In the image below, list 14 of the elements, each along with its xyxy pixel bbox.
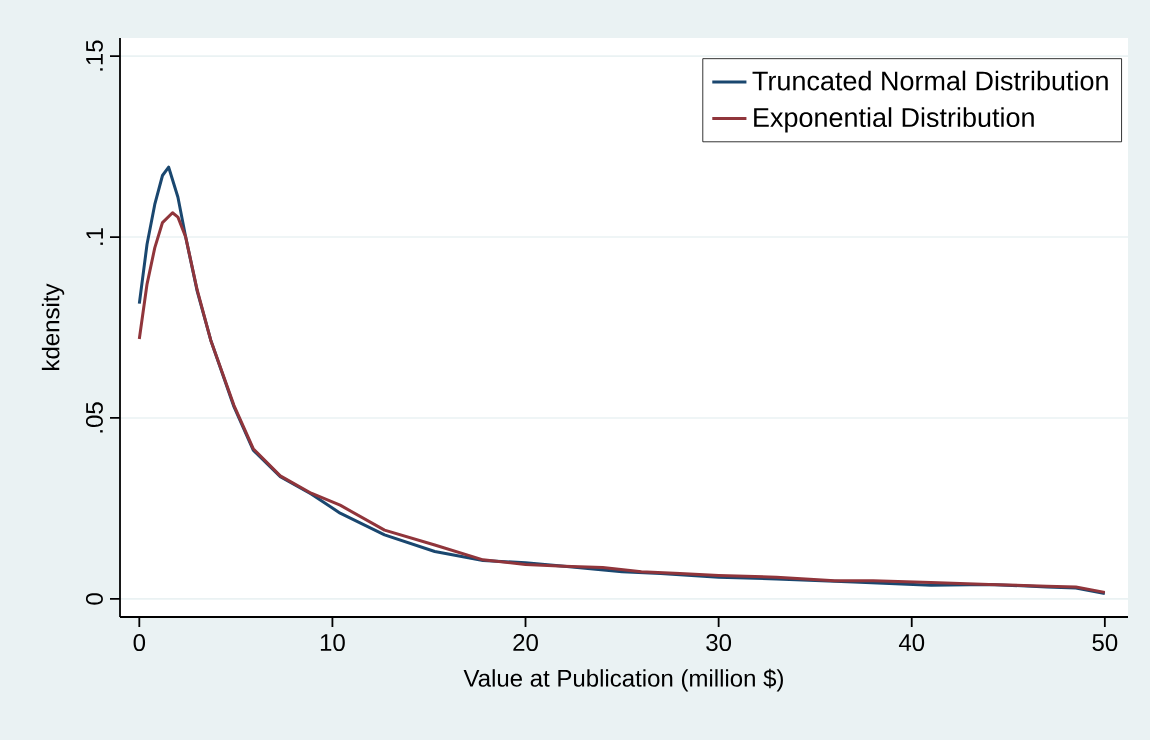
y-axis-title: kdensity <box>41 283 65 370</box>
legend-label: Truncated Normal Distribution <box>752 70 1108 91</box>
x-tick-label: 40 <box>898 634 925 652</box>
x-tick-label: 20 <box>513 634 538 652</box>
x-tick-label: 50 <box>1092 634 1118 652</box>
x-tick-label: 0 <box>133 634 146 652</box>
legend-label: Exponential Distribution <box>754 107 1034 133</box>
y-tick-label: .05 <box>85 402 103 433</box>
y-tick-label: 0 <box>85 593 103 605</box>
y-tick-label: .15 <box>86 40 103 71</box>
y-tick-label: .1 <box>86 228 103 245</box>
x-tick-label: 10 <box>320 634 345 652</box>
x-axis-title: Value at Publication (million $) <box>463 668 783 692</box>
x-tick-label: 30 <box>706 634 732 652</box>
